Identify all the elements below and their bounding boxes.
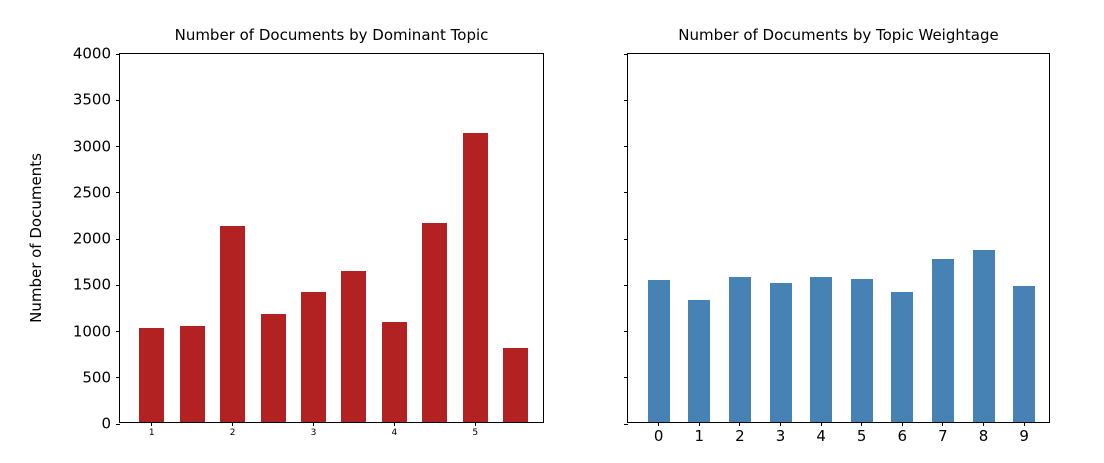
- bar-9: [1013, 285, 1036, 422]
- y-axis-label: Number of Documents: [27, 153, 45, 323]
- x-tick-label: 1: [694, 427, 705, 445]
- y-tick-mark: [624, 423, 628, 425]
- y-tick-label: 0: [101, 414, 111, 433]
- y-tick-mark: [116, 99, 120, 101]
- y-tick-mark: [116, 284, 120, 286]
- bar-7: [931, 258, 954, 422]
- x-tick-label: 5: [472, 428, 479, 438]
- x-tick-label: 5: [856, 427, 867, 445]
- y-tick-mark: [624, 331, 628, 332]
- y-tick-label: 3500: [72, 90, 111, 109]
- x-tick-mark: [474, 422, 476, 426]
- x-tick-label: 1: [148, 428, 155, 438]
- x-tick-mark: [1023, 422, 1025, 426]
- bar-4: [810, 276, 833, 422]
- y-tick-label: 3000: [72, 137, 111, 155]
- x-tick-mark: [901, 422, 903, 426]
- x-tick-label: 2: [229, 428, 236, 438]
- x-tick-mark: [739, 422, 741, 426]
- y-tick-mark: [116, 377, 120, 379]
- y-tick-label: 1500: [72, 275, 111, 294]
- x-tick-mark: [151, 422, 153, 426]
- y-tick-mark: [116, 192, 120, 194]
- x-tick-label: 8: [978, 427, 989, 445]
- x-tick-label: 2: [735, 427, 745, 445]
- y-tick-mark: [624, 146, 628, 147]
- bar-1.5: [179, 325, 205, 422]
- left-plot-area: 0 500 1000 1500 2000 2500 3000 3500 4000 1 2 3 4 5: [73, 46, 544, 438]
- y-tick-mark: [624, 192, 628, 194]
- x-tick-mark: [942, 422, 944, 426]
- bar-4.5: [422, 222, 448, 422]
- x-tick-mark: [393, 422, 395, 426]
- x-tick-label: 4: [391, 428, 398, 438]
- x-tick-label: 6: [897, 427, 908, 445]
- bar-5: [850, 279, 873, 422]
- y-tick-label: 4000: [72, 44, 111, 63]
- y-tick-mark: [116, 53, 120, 55]
- x-tick-label: 7: [938, 427, 948, 445]
- bar-6: [891, 291, 914, 422]
- x-tick-mark: [780, 422, 781, 426]
- y-tick-mark: [624, 53, 628, 55]
- y-tick-mark: [116, 331, 120, 332]
- x-tick-mark: [698, 422, 700, 426]
- bar-2.5: [260, 313, 286, 422]
- y-tick-mark: [624, 238, 628, 240]
- x-tick-mark: [861, 422, 863, 426]
- bar-5.5: [503, 347, 529, 422]
- x-tick-label: 0: [653, 427, 664, 445]
- x-tick-label: 3: [310, 428, 317, 438]
- bar-0: [647, 279, 670, 422]
- bar-1: [688, 299, 711, 422]
- bar-8: [972, 249, 995, 422]
- x-tick-label: 4: [816, 427, 826, 445]
- y-tick-mark: [624, 284, 628, 286]
- y-tick-mark: [624, 99, 628, 101]
- bar-3: [769, 283, 792, 422]
- bar-4: [381, 321, 407, 422]
- y-tick-label: 2000: [72, 229, 111, 248]
- x-tick-label: 3: [775, 427, 786, 445]
- right-chart-title: Number of Documents by Topic Weightage: [678, 26, 999, 44]
- x-tick-label: 9: [1019, 427, 1029, 445]
- right-plot-area: 0 1 2 3 4 5 6 7 8 9: [624, 53, 1050, 444]
- y-tick-mark: [624, 377, 628, 379]
- x-tick-mark: [313, 422, 314, 426]
- bar-5: [462, 132, 488, 422]
- y-tick-label: 1000: [72, 322, 111, 340]
- y-tick-mark: [116, 146, 120, 147]
- bar-3.5: [341, 270, 367, 422]
- bar-2: [728, 277, 751, 422]
- bar-1: [139, 327, 165, 422]
- x-tick-mark: [658, 422, 660, 426]
- x-tick-mark: [820, 422, 822, 426]
- x-tick-mark: [983, 422, 984, 426]
- x-tick-mark: [232, 422, 234, 426]
- left-chart-title: Number of Documents by Dominant Topic: [174, 26, 489, 44]
- y-tick-mark: [116, 423, 120, 425]
- bar-3: [301, 292, 326, 422]
- y-tick-label: 2500: [72, 183, 111, 202]
- bar-2: [220, 225, 246, 422]
- y-tick-mark: [116, 238, 120, 240]
- y-tick-label: 500: [82, 368, 111, 387]
